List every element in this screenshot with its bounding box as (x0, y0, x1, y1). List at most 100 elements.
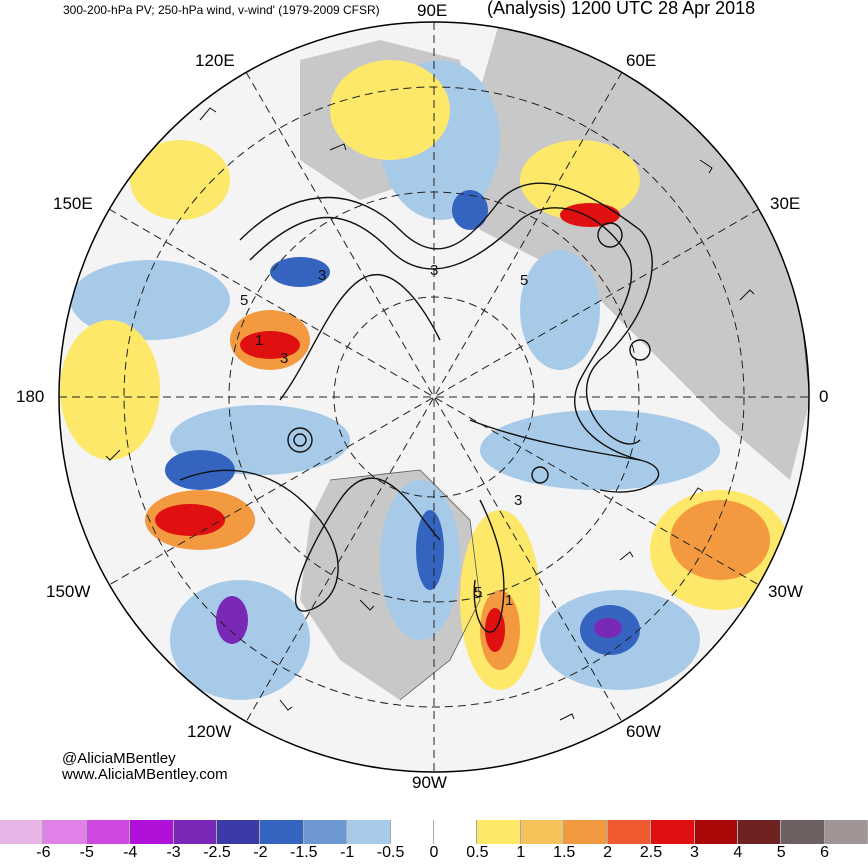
label-150e: 150E (53, 194, 93, 213)
graticule-layer (59, 22, 809, 772)
pos-patch (60, 320, 160, 460)
contour-label: 1 (255, 332, 263, 349)
colorbar-tick-label: -2 (253, 844, 268, 861)
colorbar-swatch (390, 820, 435, 844)
colorbar-tick-label: -3 (166, 844, 181, 861)
map-title-left: 300-200-hPa PV; 250-hPa wind, v-wind' (1… (63, 3, 380, 17)
neg-patch (520, 250, 600, 370)
colorbar-swatch (347, 820, 391, 844)
label-120e: 120E (195, 51, 235, 70)
neg-core (270, 257, 330, 287)
colorbar-swatches (0, 820, 868, 844)
colorbar-swatch (477, 820, 521, 844)
colorbar-tick-label: -0.5 (376, 844, 405, 861)
map-border (58, 21, 810, 773)
colorbar-swatch (86, 820, 131, 844)
colorbar-tick-label: 4 (733, 844, 743, 861)
pv-contour (629, 339, 651, 361)
colorbar-tick-label: 2 (603, 844, 613, 861)
contour-label: 5 (520, 272, 528, 289)
contour-label: 3 (430, 262, 438, 279)
meridian (245, 71, 623, 723)
colorbar-tick-label: -1.5 (290, 844, 318, 861)
wind-barb (739, 289, 755, 301)
purple-core (216, 596, 248, 644)
colorbar-tick-label: 2.5 (639, 844, 663, 861)
wind-barb (199, 107, 217, 121)
red-core (240, 331, 300, 359)
colorbar-swatch (217, 820, 261, 844)
colorbar-swatch (173, 820, 218, 844)
contour-label: 5 (474, 584, 482, 601)
pv-contour (239, 182, 653, 445)
colorbar-swatch (694, 820, 738, 844)
label-0: 0 (819, 387, 829, 406)
map-disk: 3 5 1 3 5 3 3 5 1 (59, 22, 809, 772)
colorbar-tick-label: 3 (689, 844, 699, 861)
contour-label: 3 (514, 492, 522, 509)
pv-contour (531, 466, 549, 484)
colorbar-swatch (737, 820, 782, 844)
colorbar-tick-label: -4 (123, 844, 138, 861)
purple-core (594, 618, 622, 638)
pv-contour (249, 207, 641, 461)
pv-contour (293, 433, 307, 447)
wind-barb (559, 713, 575, 721)
contour-label: 3 (318, 267, 326, 284)
meridian (108, 208, 760, 586)
colorbar-tick-label: -6 (36, 844, 51, 861)
colorbar-swatch (0, 820, 44, 844)
pv-contour (469, 419, 660, 493)
label-180: 180 (16, 387, 45, 406)
meridian (245, 71, 623, 723)
wind-barb (689, 487, 704, 501)
label-60e: 60E (626, 51, 657, 70)
colorbar-tick-label: 5 (776, 844, 786, 861)
pv-contour (279, 274, 441, 401)
colorbar: -6 -5 -4 -3 -2.5 -2 -1.5 -1 -0.5 0 0.5 1 1.5 2 2.5 3 4 5 6 (0, 820, 868, 865)
colorbar-swatch (303, 820, 348, 844)
colorbar-swatch (651, 820, 695, 844)
colorbar-ticks: -6 -5 -4 -3 -2.5 -2 -1.5 -1 -0.5 0 0.5 1 1.5 2 2.5 3 4 5 6 (0, 844, 868, 865)
credit-site: www.AliciaMBentley.com (62, 766, 228, 783)
strong-negative-layer (165, 190, 640, 655)
contour-label: 1 (505, 592, 513, 609)
colorbar-tick-label: -1 (340, 844, 355, 861)
contour-label: 5 (240, 292, 248, 309)
neg-core (165, 450, 235, 490)
colorbar-swatch (43, 820, 87, 844)
label-90w: 90W (412, 773, 447, 792)
colorbar-tick-label: -5 (79, 844, 94, 861)
purple-core-layer (216, 596, 622, 644)
wind-barb (329, 143, 347, 151)
label-120w: 120W (187, 722, 232, 741)
label-30w: 30W (768, 582, 803, 601)
colorbar-tick-label: 0 (429, 844, 439, 861)
label-150w: 150W (46, 582, 91, 601)
pos-patch (330, 60, 450, 160)
wind-barb-layer (105, 107, 755, 721)
colorbar-swatch (564, 820, 608, 844)
red-core (155, 504, 225, 536)
colorbar-swatch (434, 820, 478, 844)
colorbar-swatch (824, 820, 868, 844)
polar-stereographic-map: 3 5 1 3 5 3 3 5 1 (58, 21, 810, 773)
pos-patch (520, 140, 640, 220)
pos-patch (130, 140, 230, 220)
colorbar-tick-label: 1 (516, 844, 526, 861)
wind-barb (359, 599, 375, 611)
label-90e: 90E (417, 1, 448, 20)
colorbar-swatch (520, 820, 565, 844)
colorbar-tick-label: 6 (820, 844, 830, 861)
pv-contour (287, 427, 313, 453)
pv-contour (179, 469, 441, 612)
pv-contour (473, 499, 505, 633)
colorbar-swatch (260, 820, 304, 844)
neg-core (452, 190, 488, 230)
colorbar-swatch (130, 820, 174, 844)
pv-contour (597, 222, 623, 248)
meridian (108, 208, 760, 586)
wind-barb (105, 449, 121, 461)
colorbar-tick-label: -2.5 (203, 844, 231, 861)
colorbar-swatch (607, 820, 652, 844)
